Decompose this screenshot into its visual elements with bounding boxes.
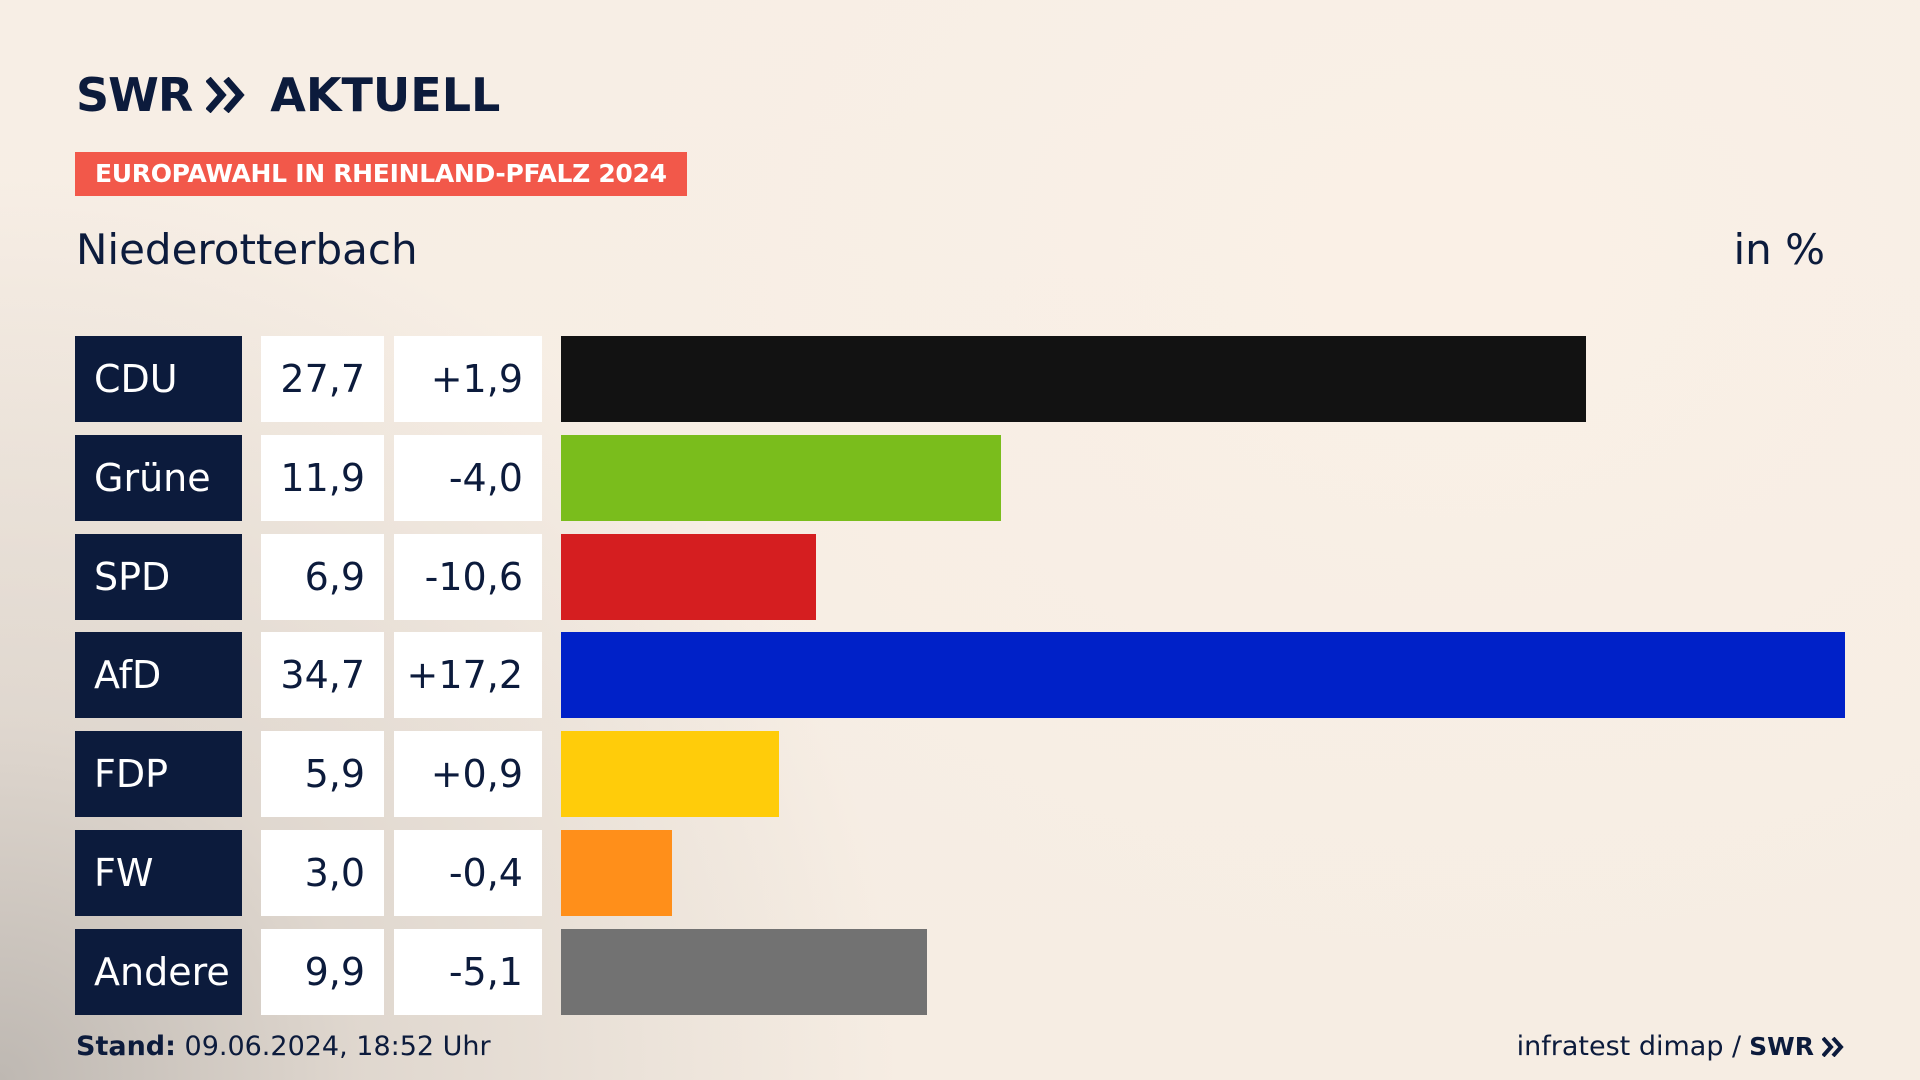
source-credit: infratest dimap / SWR bbox=[1517, 1030, 1844, 1064]
logo-swr-text: SWR bbox=[76, 68, 193, 122]
share-value: 27,7 bbox=[261, 336, 384, 422]
election-badge: EUROPAWAHL IN RHEINLAND-PFALZ 2024 bbox=[75, 152, 687, 196]
logo-aktuell-text: AKTUELL bbox=[270, 68, 501, 122]
result-bar bbox=[561, 434, 1001, 521]
change-value: -4,0 bbox=[394, 434, 542, 521]
result-bar bbox=[561, 632, 1845, 719]
result-bar bbox=[561, 336, 1586, 422]
stand-label: Stand: bbox=[76, 1031, 176, 1062]
timestamp: Stand: 09.06.2024, 18:52 Uhr bbox=[76, 1030, 491, 1064]
share-value: 5,9 bbox=[261, 731, 384, 818]
party-label: AfD bbox=[75, 632, 242, 719]
source-label: infratest dimap / bbox=[1516, 1031, 1742, 1062]
double-chevron-icon-small bbox=[1822, 1037, 1844, 1057]
double-chevron-icon bbox=[206, 77, 245, 113]
party-label: Grüne bbox=[75, 434, 242, 521]
change-value: -5,1 bbox=[394, 928, 542, 1015]
result-bar bbox=[561, 533, 816, 620]
share-value: 6,9 bbox=[261, 533, 384, 620]
party-label: FW bbox=[75, 830, 242, 916]
share-value: 3,0 bbox=[261, 830, 384, 916]
party-label: SPD bbox=[75, 533, 242, 620]
stand-value: 09.06.2024, 18:52 Uhr bbox=[184, 1031, 491, 1062]
share-value: 9,9 bbox=[261, 928, 384, 1015]
change-value: +1,9 bbox=[394, 336, 542, 422]
share-value: 11,9 bbox=[261, 434, 384, 521]
result-bar bbox=[561, 928, 927, 1015]
share-value: 34,7 bbox=[261, 632, 384, 719]
party-label: Andere bbox=[75, 928, 242, 1015]
change-value: -10,6 bbox=[394, 533, 542, 620]
chart-title: Niederotterbach bbox=[76, 225, 418, 274]
party-label: CDU bbox=[75, 336, 242, 422]
footer-brand: SWR bbox=[1749, 1032, 1814, 1061]
swr-aktuell-logo: SWR AKTUELL bbox=[76, 70, 500, 120]
change-value: +17,2 bbox=[394, 632, 542, 719]
result-bar bbox=[561, 731, 779, 818]
change-value: -0,4 bbox=[394, 830, 542, 916]
result-bar bbox=[561, 830, 672, 916]
change-value: +0,9 bbox=[394, 731, 542, 818]
party-label: FDP bbox=[75, 731, 242, 818]
unit-label: in % bbox=[1733, 225, 1825, 274]
